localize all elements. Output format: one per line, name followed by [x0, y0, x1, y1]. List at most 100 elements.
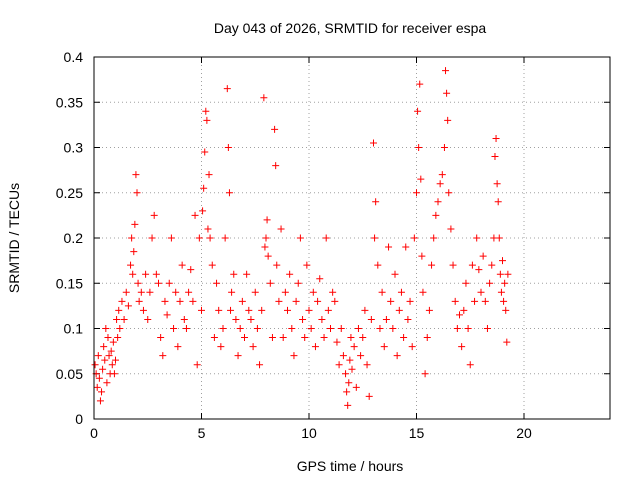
data-point: [213, 279, 221, 287]
data-point: [219, 325, 227, 332]
data-point: [157, 334, 165, 342]
data-point: [393, 352, 401, 360]
data-point: [374, 261, 382, 269]
data-point: [225, 189, 233, 197]
x-tick-label: 15: [409, 425, 425, 441]
data-point: [99, 365, 107, 373]
data-point: [406, 297, 414, 305]
data-point: [91, 361, 99, 369]
data-point: [324, 306, 332, 314]
data-point: [178, 261, 186, 269]
data-point: [120, 315, 128, 323]
data-point: [245, 306, 253, 314]
data-point: [414, 107, 422, 115]
data-point: [376, 325, 384, 332]
plot-frame: [93, 56, 611, 420]
data-point: [223, 85, 231, 93]
data-point: [262, 234, 270, 242]
data-point: [176, 297, 184, 305]
y-tick-labels: 0 0.05 0.1 0.15 0.2 0.25 0.3 0.35 0.4: [56, 49, 83, 427]
data-point: [221, 234, 229, 242]
y-tick-label: 0: [75, 411, 83, 427]
data-point: [311, 343, 319, 351]
data-point: [227, 306, 235, 314]
data-point: [113, 315, 121, 323]
data-point: [167, 234, 175, 242]
y-tick-label: 0.1: [64, 321, 84, 337]
data-point: [316, 275, 324, 283]
data-point: [105, 352, 113, 360]
data-point: [94, 352, 102, 360]
y-tick-label: 0.15: [56, 275, 83, 291]
data-point: [202, 107, 210, 115]
x-tick-label: 0: [90, 425, 98, 441]
data-point: [292, 297, 300, 305]
data-point: [281, 288, 289, 296]
data-point: [458, 343, 466, 351]
data-point: [303, 261, 311, 269]
data-point: [108, 361, 116, 369]
data-point: [501, 279, 509, 287]
data-point: [260, 94, 268, 102]
data-point: [504, 270, 512, 278]
data-point: [503, 338, 511, 346]
data-point: [421, 370, 429, 378]
data-point: [127, 261, 135, 269]
data-point: [342, 370, 350, 378]
data-point: [307, 325, 315, 332]
data-point: [419, 288, 427, 296]
data-point: [499, 257, 506, 265]
data-point: [264, 252, 272, 260]
data-point: [378, 288, 386, 296]
data-point: [128, 234, 136, 242]
data-series-srmtid: [91, 67, 512, 409]
data-point: [385, 243, 393, 251]
data-point: [464, 325, 472, 332]
data-point: [133, 189, 141, 197]
data-point: [203, 116, 211, 124]
data-point: [468, 261, 476, 269]
data-point: [449, 261, 457, 269]
data-point: [365, 392, 373, 400]
data-point: [395, 306, 403, 314]
x-axis-label: GPS time / hours: [297, 458, 404, 474]
data-point: [337, 325, 345, 332]
data-point: [224, 144, 232, 151]
data-point: [234, 352, 242, 360]
data-point: [382, 315, 390, 323]
data-point: [273, 261, 281, 269]
data-point: [110, 370, 118, 378]
data-point: [500, 297, 508, 305]
data-point: [132, 171, 140, 179]
data-point: [344, 401, 352, 409]
x-tick-labels: 0 5 10 15 20: [90, 425, 532, 441]
data-point: [200, 184, 208, 192]
data-point: [428, 261, 436, 269]
data-point: [350, 343, 358, 351]
data-point: [483, 325, 491, 332]
x-tick-label: 10: [301, 425, 317, 441]
data-point: [122, 288, 130, 296]
data-point: [134, 279, 142, 287]
data-point: [438, 171, 446, 179]
data-point: [195, 234, 203, 242]
data-point: [318, 315, 326, 323]
data-point: [322, 234, 330, 242]
data-point: [397, 288, 405, 296]
data-point: [180, 315, 188, 323]
data-point: [423, 334, 431, 342]
data-point: [191, 211, 199, 219]
data-point: [98, 388, 106, 396]
data-point: [380, 343, 388, 351]
data-point: [251, 288, 259, 296]
data-point: [331, 297, 339, 305]
data-point: [275, 297, 283, 305]
data-point: [410, 234, 418, 242]
data-point: [100, 343, 108, 351]
data-point: [112, 356, 119, 364]
data-point: [363, 361, 371, 369]
data-point: [327, 325, 334, 332]
data-point: [444, 116, 452, 124]
data-point: [116, 325, 124, 332]
